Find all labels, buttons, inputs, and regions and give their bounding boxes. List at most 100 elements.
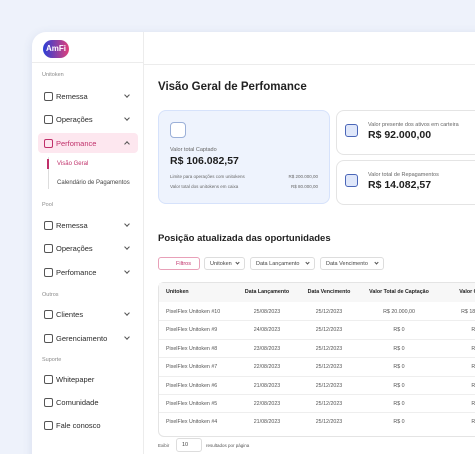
table-cell: PixelFlex Unitoken #7 xyxy=(166,364,218,371)
table-cell: 25/12/2023 xyxy=(315,401,343,407)
detail-label: Valor total dos unitokens em caixa xyxy=(170,184,239,189)
table-cell: 25/12/2023 xyxy=(315,382,343,389)
table-cell: 25/12/2023 xyxy=(315,364,343,371)
item-icon xyxy=(44,139,53,148)
table-cell: 24/08/2023 xyxy=(253,327,281,334)
nav-item[interactable]: Gerenciamento xyxy=(56,334,108,343)
table-cell: R$ 0 xyxy=(471,419,475,426)
table-cell: PixelFlex Unitoken #6 xyxy=(166,382,218,389)
filter-button[interactable]: Data Vencimento xyxy=(320,257,384,270)
nav-item[interactable]: Fale conosco xyxy=(56,421,101,430)
table-cell: R$ 20.000,00 xyxy=(383,309,415,315)
table xyxy=(158,282,475,437)
card-amount: R$ 106.082,57 xyxy=(170,155,239,167)
table-cell: 21/08/2023 xyxy=(253,382,281,389)
table-cell: 25/12/2023 xyxy=(315,309,343,315)
page-size-select[interactable]: 10 xyxy=(176,438,202,452)
page-title: Visão Geral de Perfomance xyxy=(158,81,307,93)
nav-item[interactable]: Perfomance xyxy=(56,139,97,148)
table-cell: PixelFlex Unitoken #5 xyxy=(166,401,218,407)
nav-item[interactable]: Operações xyxy=(56,115,93,124)
divider xyxy=(143,64,475,65)
card-amount: R$ 14.082,57 xyxy=(368,179,432,191)
row-divider xyxy=(159,320,475,322)
sidebar xyxy=(32,32,144,454)
card-label: Valor presente dos ativos em carteira xyxy=(368,122,459,128)
card-amount: R$ 92.000,00 xyxy=(368,129,432,141)
detail-value: R$ 200.000,00 xyxy=(288,174,318,179)
item-icon xyxy=(44,268,53,277)
submenu-item[interactable]: Visão Geral xyxy=(57,161,89,167)
card-label: Valor total Captado xyxy=(170,147,217,153)
card-label: Valor total de Repagamentos xyxy=(368,172,439,178)
section-label: Suporte xyxy=(42,357,62,363)
card xyxy=(158,110,330,204)
detail-label: Limite para operações com unitokens xyxy=(170,174,245,179)
table-cell: R$ 0 xyxy=(393,401,405,407)
item-icon xyxy=(44,375,53,384)
nav-item[interactable]: Whitepaper xyxy=(56,375,95,384)
card xyxy=(336,160,475,205)
row-divider xyxy=(159,338,475,340)
table-cell: 25/12/2023 xyxy=(315,345,343,352)
column-header: Data Lançamento xyxy=(244,289,290,295)
column-header: Valor Total de Captação xyxy=(369,289,429,295)
detail-value: R$ 80.000,00 xyxy=(290,184,318,189)
nav-item[interactable]: Clientes xyxy=(56,310,84,319)
table-cell: R$ 18.000,00 xyxy=(461,309,475,315)
filter-button[interactable]: Data Lançamento xyxy=(250,257,315,270)
submenu-line xyxy=(48,157,49,189)
column-header: Data Vencimento xyxy=(307,289,351,295)
table-cell: R$ 0 xyxy=(393,345,405,352)
table-cell: R$ 0 xyxy=(393,364,405,371)
table-cell: PixelFlex Unitoken #9 xyxy=(166,327,218,334)
nav-item[interactable]: Perfomance xyxy=(56,268,97,277)
column-header: Valor Captado xyxy=(459,289,475,295)
divider xyxy=(32,62,143,63)
nav-item[interactable]: Operações xyxy=(56,244,93,253)
nav-item[interactable]: Comunidade xyxy=(56,398,99,407)
table-cell: 22/08/2023 xyxy=(253,364,281,371)
table-cell: 22/08/2023 xyxy=(253,401,281,407)
submenu-item[interactable]: Calendário de Pagamentos xyxy=(57,180,130,186)
row-divider xyxy=(159,357,475,359)
card xyxy=(336,110,475,155)
submenu-active-bar xyxy=(47,159,49,169)
item-icon xyxy=(44,221,53,230)
table-cell: 25/12/2023 xyxy=(315,327,343,334)
section-label: Outros xyxy=(42,292,59,298)
table-cell: R$ 0 xyxy=(393,327,405,334)
table-cell: 21/08/2023 xyxy=(253,419,281,426)
table-cell: R$ 0 xyxy=(471,327,475,334)
table-cell: R$ 0 xyxy=(471,345,475,352)
table-cell: PixelFlex Unitoken #4 xyxy=(166,419,218,426)
filter-button[interactable]: Unitoken xyxy=(204,257,245,270)
table-cell: R$ 0 xyxy=(471,364,475,371)
column-header: Unitoken xyxy=(166,289,189,295)
table-cell: 23/08/2023 xyxy=(253,345,281,352)
table-cell: R$ 0 xyxy=(471,401,475,407)
active-item-bg xyxy=(38,133,138,153)
table-cell: R$ 0 xyxy=(471,382,475,389)
item-icon xyxy=(44,334,53,343)
section-label: Pool xyxy=(42,202,54,208)
footer-label: resultados por página xyxy=(206,443,250,448)
nav-item[interactable]: Remessa xyxy=(56,221,88,230)
item-icon xyxy=(44,421,53,430)
row-divider xyxy=(159,375,475,377)
section-title: Posição atualizada das oportunidades xyxy=(158,233,331,244)
card-icon xyxy=(345,124,358,137)
table-cell: 25/08/2023 xyxy=(253,309,281,315)
table-cell: R$ 0 xyxy=(393,382,405,389)
item-icon xyxy=(44,115,53,124)
nav-item[interactable]: Remessa xyxy=(56,92,88,101)
table-cell: R$ 0 xyxy=(393,419,405,426)
card-icon xyxy=(345,174,358,187)
item-icon xyxy=(44,310,53,319)
row-divider xyxy=(159,394,475,395)
filter-button[interactable]: Filtros xyxy=(158,257,200,270)
footer-label: Exibir xyxy=(158,443,170,448)
app-window xyxy=(32,32,475,454)
logo: AmFi xyxy=(43,40,69,58)
